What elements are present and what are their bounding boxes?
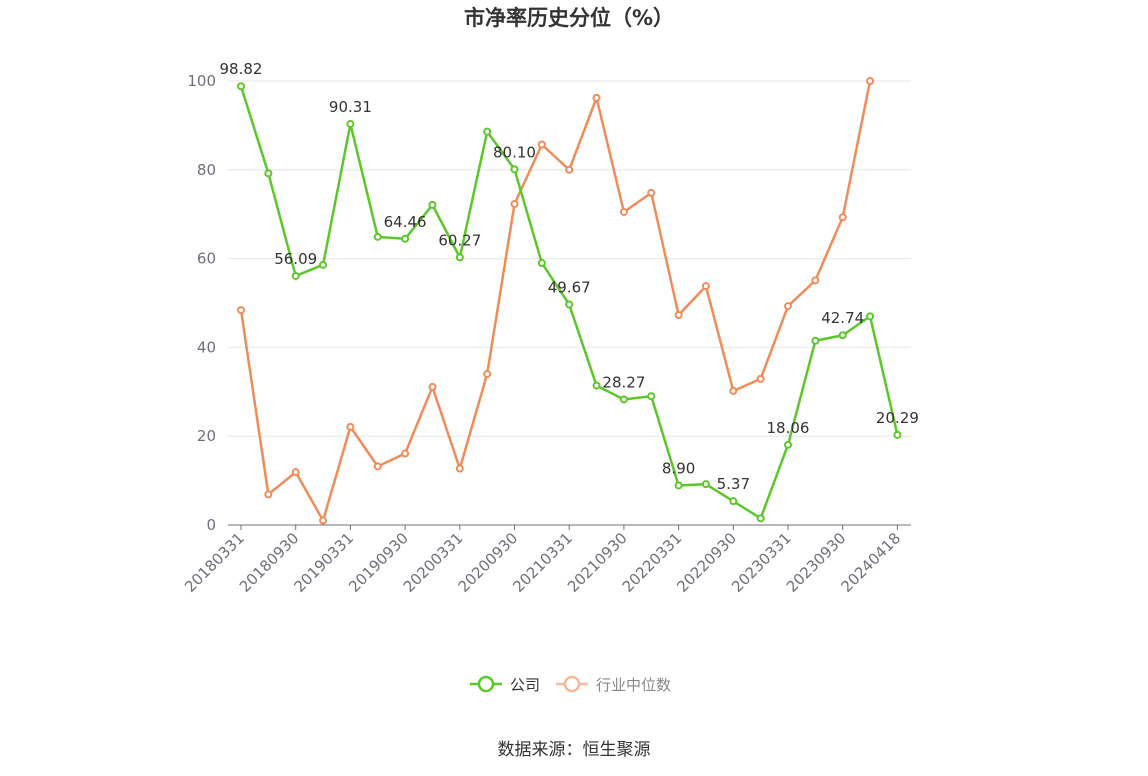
y-tick-label: 20	[197, 427, 216, 445]
legend[interactable]: 公司 行业中位数	[470, 675, 671, 694]
data-label: 49.67	[548, 278, 591, 296]
data-point[interactable]	[784, 302, 792, 311]
data-point[interactable]	[346, 120, 355, 129]
data-label: 56.09	[274, 250, 317, 268]
data-point[interactable]	[319, 260, 328, 269]
data-point[interactable]	[428, 200, 437, 209]
data-point[interactable]	[811, 276, 820, 285]
data-label: 42.74	[821, 309, 864, 327]
data-point[interactable]	[237, 82, 245, 91]
data-point[interactable]	[346, 422, 355, 431]
data-point[interactable]	[537, 140, 546, 149]
data-point[interactable]	[893, 430, 902, 439]
data-label: 90.31	[329, 98, 372, 116]
data-point[interactable]	[264, 490, 273, 499]
data-label: 20.29	[876, 409, 919, 427]
data-point[interactable]	[455, 253, 464, 262]
data-point[interactable]	[565, 300, 574, 309]
y-tick-label: 0	[206, 516, 216, 534]
data-point[interactable]	[838, 213, 847, 222]
data-point[interactable]	[674, 310, 683, 319]
data-point[interactable]	[401, 234, 410, 243]
data-label: 5.37	[717, 475, 750, 493]
data-source: 数据来源：恒生聚源	[498, 740, 651, 760]
data-point[interactable]	[647, 188, 656, 197]
data-point[interactable]	[756, 514, 765, 523]
data-point[interactable]	[674, 481, 683, 490]
data-point[interactable]	[537, 259, 546, 268]
data-point[interactable]	[592, 93, 601, 102]
data-point[interactable]	[701, 480, 710, 489]
chart-title: 市净率历史分位（%）	[464, 6, 674, 30]
data-point[interactable]	[373, 232, 382, 241]
data-point[interactable]	[483, 370, 492, 379]
data-point[interactable]	[756, 374, 765, 383]
data-point[interactable]	[237, 306, 245, 315]
data-point[interactable]	[647, 392, 656, 401]
data-point[interactable]	[592, 381, 601, 390]
data-point[interactable]	[319, 516, 328, 525]
data-point[interactable]	[483, 127, 492, 136]
data-label: 18.06	[767, 419, 810, 437]
data-point[interactable]	[784, 440, 792, 449]
data-label: 64.46	[384, 213, 427, 231]
series-0	[237, 82, 902, 523]
y-tick-label: 80	[197, 161, 216, 179]
y-tick-label: 40	[197, 338, 216, 356]
legend-item-1[interactable]: 行业中位数	[556, 675, 671, 694]
series-line	[239, 80, 872, 522]
data-label: 80.10	[493, 143, 536, 161]
data-point[interactable]	[811, 336, 820, 345]
y-tick-label: 100	[187, 72, 216, 90]
legend-label: 行业中位数	[596, 676, 671, 694]
legend-marker	[477, 675, 495, 693]
data-point[interactable]	[729, 497, 738, 506]
series-layer	[237, 77, 902, 525]
x-tick-label: 20240418	[838, 529, 905, 596]
data-label: 28.27	[602, 373, 645, 391]
data-point[interactable]	[866, 77, 875, 85]
y-tick-label: 60	[197, 250, 216, 268]
data-point[interactable]	[565, 165, 574, 174]
data-point[interactable]	[401, 449, 410, 458]
data-point[interactable]	[838, 331, 847, 340]
data-point[interactable]	[701, 282, 710, 291]
data-labels: 98.82 56.09 90.31 64.46 60.27 80.10 49.67 28.27…	[220, 60, 919, 493]
data-point[interactable]	[291, 271, 300, 280]
data-point[interactable]	[619, 395, 628, 404]
data-label: 98.82	[220, 60, 263, 78]
data-point[interactable]	[866, 312, 875, 321]
legend-label: 公司	[510, 676, 540, 694]
data-label: 8.90	[662, 459, 695, 477]
data-label: 60.27	[438, 231, 481, 249]
legend-marker	[563, 675, 581, 693]
data-point[interactable]	[264, 169, 273, 178]
legend-item-0[interactable]: 公司	[470, 675, 540, 694]
data-point[interactable]	[428, 382, 437, 391]
data-point[interactable]	[510, 199, 519, 208]
x-axis: 2018033120180930201903312019093020200331…	[181, 524, 911, 596]
data-point[interactable]	[291, 468, 300, 477]
data-point[interactable]	[729, 386, 738, 395]
grid-lines	[228, 80, 911, 437]
series-1	[237, 77, 875, 525]
data-point[interactable]	[455, 464, 464, 473]
data-point[interactable]	[510, 165, 519, 174]
y-axis: 0 20 40 60 80 100	[187, 72, 216, 534]
data-point[interactable]	[373, 462, 382, 471]
data-point[interactable]	[619, 207, 628, 216]
